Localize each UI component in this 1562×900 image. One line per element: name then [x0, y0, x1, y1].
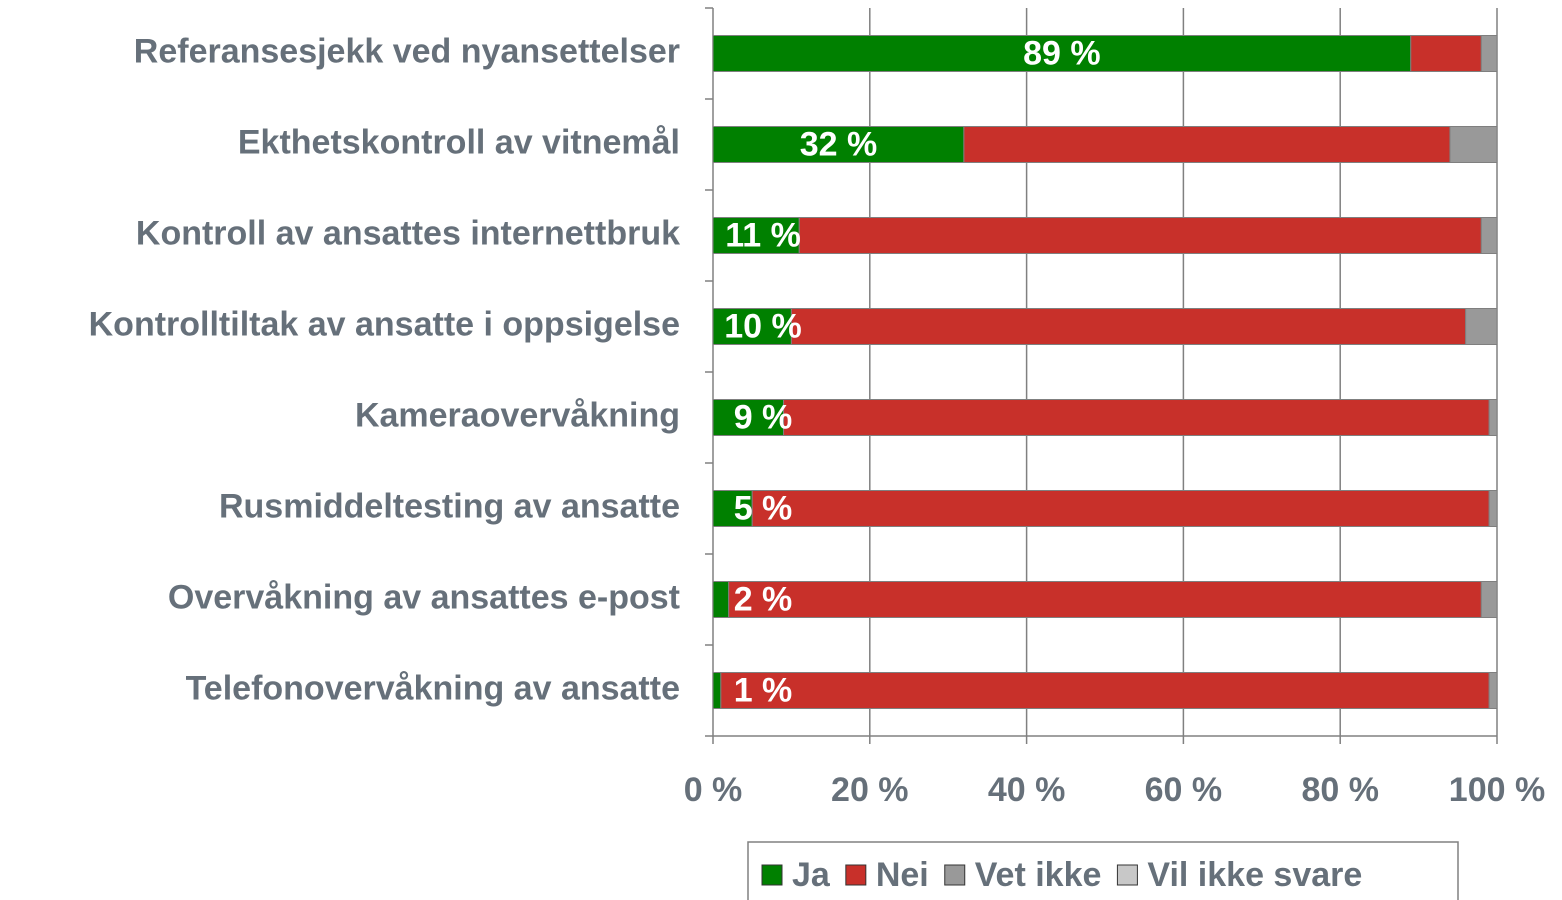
data-label: 10 %: [724, 307, 802, 345]
category-label: Kameraovervåkning: [355, 396, 680, 434]
bar-segment: [1488, 490, 1498, 527]
bar-segment: [783, 399, 1490, 436]
data-label: 32 %: [800, 125, 878, 163]
legend-swatch: [845, 864, 867, 886]
bar-segment: [963, 126, 1451, 163]
legend-box: [747, 841, 1459, 900]
data-label: 2 %: [734, 580, 793, 618]
category-label: Kontroll av ansattes internettbruk: [136, 214, 680, 252]
legend-label: Vil ikke svare: [1147, 856, 1362, 894]
data-label: 5 %: [734, 489, 793, 527]
bar-segment: [1480, 217, 1498, 254]
category-label: Telefonovervåkning av ansatte: [186, 669, 680, 707]
bar-segment: [720, 672, 1490, 709]
bar-segment: [712, 490, 753, 527]
legend-label: Nei: [876, 856, 929, 894]
bar-segment: [712, 35, 1412, 72]
legend-swatch: [944, 864, 966, 886]
x-tick-label: 60 %: [1145, 771, 1223, 809]
bar-segment: [1480, 581, 1498, 618]
bar-segment: [1410, 35, 1482, 72]
bar-segment: [712, 126, 965, 163]
legend-swatch: [1116, 864, 1138, 886]
bar-segment: [1465, 308, 1498, 345]
bar-segment: [712, 308, 792, 345]
x-tick-label: 80 %: [1301, 771, 1379, 809]
x-tick-label: 100 %: [1449, 771, 1545, 809]
category-label: Referansesjekk ved nyansettelser: [134, 32, 680, 70]
bar-segment: [728, 581, 1482, 618]
category-label: Rusmiddeltesting av ansatte: [219, 487, 680, 525]
bar-segment: [712, 217, 800, 254]
data-label: 1 %: [734, 671, 793, 709]
bar-segment: [1480, 35, 1498, 72]
legend-label: Ja: [792, 856, 831, 894]
category-label: Kontrolltiltak av ansatte i oppsigelse: [89, 305, 680, 343]
bar-segment: [1449, 126, 1498, 163]
data-label: 11 %: [725, 216, 801, 254]
legend-swatch: [761, 864, 783, 886]
bar-segment: [712, 399, 785, 436]
bar-segment: [798, 217, 1482, 254]
bar-segment: [1488, 672, 1498, 709]
data-label: 9 %: [734, 398, 793, 436]
bar-segment: [712, 581, 730, 618]
x-tick-label: 40 %: [988, 771, 1066, 809]
x-tick-label: 20 %: [831, 771, 909, 809]
category-label: Overvåkning av ansattes e-post: [168, 578, 680, 616]
category-label: Ekthetskontroll av vitnemål: [238, 123, 680, 161]
data-label: 89 %: [1023, 34, 1101, 72]
bar-segment: [712, 672, 722, 709]
legend-label: Vet ikke: [975, 856, 1102, 894]
x-tick-label: 0 %: [684, 771, 743, 809]
bar-segment: [751, 490, 1490, 527]
bar-segment: [790, 308, 1467, 345]
bar-segment: [1488, 399, 1498, 436]
